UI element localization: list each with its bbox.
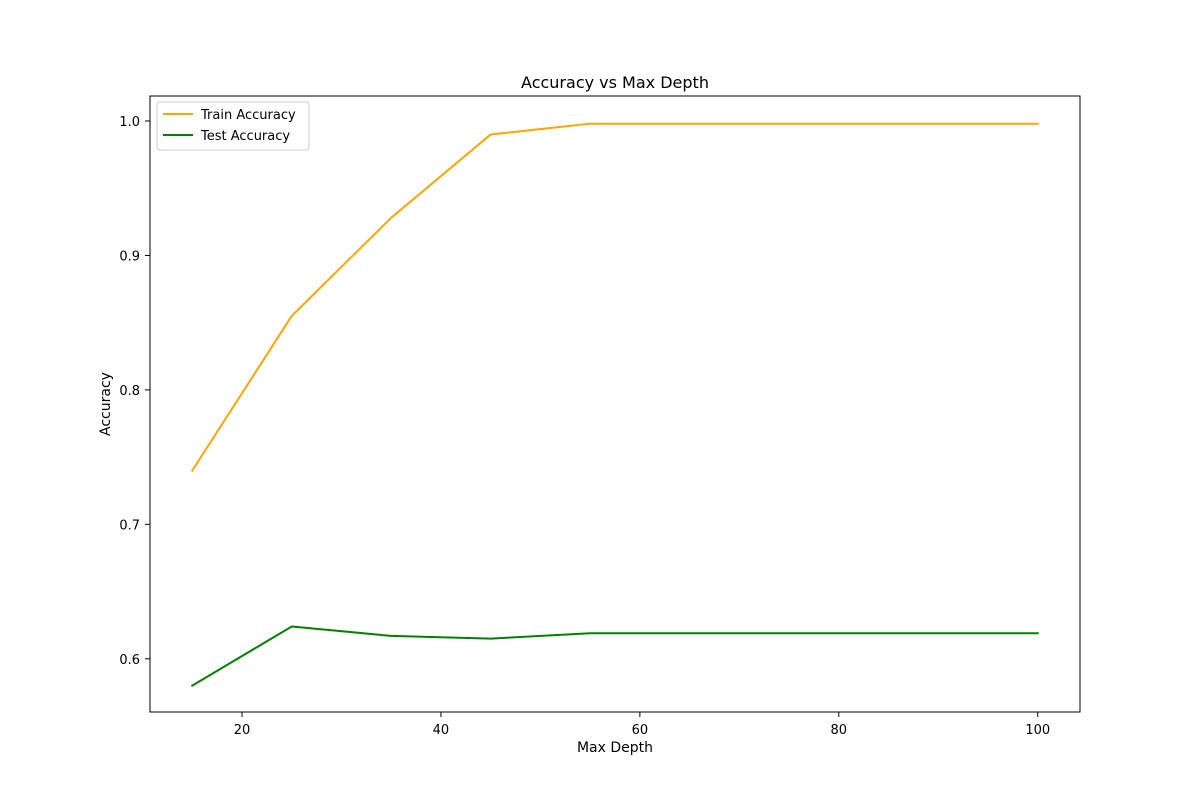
chart-title: Accuracy vs Max Depth bbox=[521, 73, 709, 92]
y-tick-label: 0.8 bbox=[119, 384, 140, 399]
x-tick-label: 20 bbox=[234, 723, 251, 738]
series-line-test-accuracy bbox=[190, 625, 1039, 688]
x-tick-label: 60 bbox=[632, 723, 649, 738]
plot-area-frame bbox=[149, 95, 1081, 713]
chart-legend: Train Accuracy Test Accuracy bbox=[156, 101, 310, 151]
y-tick-label: 0.9 bbox=[119, 249, 140, 264]
series-line-train-accuracy bbox=[190, 122, 1039, 472]
x-tick-label: 100 bbox=[1025, 723, 1050, 738]
x-axis-ticks: 20 40 60 80 100 bbox=[234, 712, 1050, 738]
x-axis-label: Max Depth bbox=[577, 740, 653, 756]
y-axis-ticks: 0.6 0.7 0.8 0.9 1.0 bbox=[119, 115, 150, 668]
series-lines bbox=[190, 122, 1039, 688]
y-tick-label: 0.6 bbox=[119, 653, 140, 668]
legend-box bbox=[156, 101, 310, 151]
legend-label-test: Test Accuracy bbox=[200, 129, 290, 144]
x-tick-label: 80 bbox=[831, 723, 848, 738]
y-tick-label: 0.7 bbox=[119, 518, 140, 533]
legend-label-train: Train Accuracy bbox=[200, 108, 296, 123]
y-axis-label: Accuracy bbox=[98, 372, 114, 436]
y-tick-label: 1.0 bbox=[119, 115, 140, 130]
x-tick-label: 40 bbox=[433, 723, 450, 738]
